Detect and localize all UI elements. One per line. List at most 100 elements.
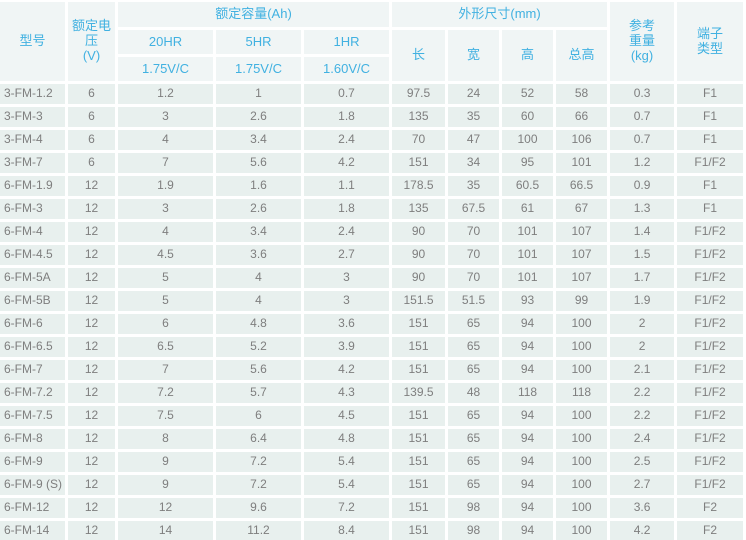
- cell-dim-width: 65: [448, 475, 500, 495]
- cell-dim-length: 151: [392, 153, 446, 173]
- cell-cap-20hr: 1.9: [118, 176, 213, 196]
- header-rated-voltage: 额定电压 (V): [68, 2, 115, 81]
- cell-terminal: F1/F2: [677, 383, 744, 403]
- cell-cap-20hr: 5: [118, 268, 213, 288]
- cell-model: 6-FM-7.2: [0, 383, 65, 403]
- cell-terminal: F1/F2: [677, 475, 744, 495]
- cell-dim-total-height: 66.5: [556, 176, 608, 196]
- cell-dim-length: 151: [392, 429, 446, 449]
- cell-terminal: F1: [677, 130, 744, 150]
- cell-voltage: 12: [68, 199, 115, 219]
- cell-cap-1hr: 8.4: [304, 521, 390, 540]
- cell-terminal: F1/F2: [677, 452, 744, 472]
- cell-cap-20hr: 3: [118, 107, 213, 127]
- cell-terminal: F1/F2: [677, 222, 744, 242]
- cell-dim-total-height: 107: [556, 268, 608, 288]
- cell-dim-length: 151: [392, 498, 446, 518]
- table-row: 3-FM-7 6 7 5.6 4.2 151 34 95 101 1.2 F1/F2: [0, 153, 744, 173]
- header-dim-height: 高: [502, 30, 554, 81]
- cell-model: 6-FM-4.5: [0, 245, 65, 265]
- cell-dim-length: 90: [392, 245, 446, 265]
- cell-cap-1hr: 2.4: [304, 130, 390, 150]
- table-row: 3-FM-3 6 3 2.6 1.8 135 35 60 66 0.7 F1: [0, 107, 744, 127]
- table-row: 6-FM-5B 12 5 4 3 151.5 51.5 93 99 1.9 F1/F2: [0, 291, 744, 311]
- cell-voltage: 6: [68, 84, 115, 104]
- cell-model: 3-FM-3: [0, 107, 65, 127]
- cell-weight: 0.9: [610, 176, 675, 196]
- cell-dim-length: 151: [392, 475, 446, 495]
- cell-voltage: 6: [68, 153, 115, 173]
- cell-dim-height: 94: [502, 429, 554, 449]
- cell-voltage: 12: [68, 245, 115, 265]
- cell-dim-width: 65: [448, 360, 500, 380]
- cell-cap-20hr: 4.5: [118, 245, 213, 265]
- cell-dim-width: 67.5: [448, 199, 500, 219]
- table-row: 3-FM-4 6 4 3.4 2.4 70 47 100 106 0.7 F1: [0, 130, 744, 150]
- cell-cap-20hr: 7: [118, 153, 213, 173]
- cell-model: 6-FM-1.9: [0, 176, 65, 196]
- cell-dim-width: 51.5: [448, 291, 500, 311]
- cell-cap-5hr: 7.2: [216, 475, 301, 495]
- header-group-rated-capacity: 额定容量(Ah): [118, 2, 390, 27]
- cell-cap-20hr: 6: [118, 314, 213, 334]
- cell-dim-width: 65: [448, 337, 500, 357]
- cell-cap-5hr: 5.7: [216, 383, 301, 403]
- cell-voltage: 12: [68, 429, 115, 449]
- cell-weight: 2.2: [610, 406, 675, 426]
- cell-cap-20hr: 4: [118, 222, 213, 242]
- cell-voltage: 12: [68, 314, 115, 334]
- cell-dim-height: 94: [502, 406, 554, 426]
- cell-terminal: F1/F2: [677, 429, 744, 449]
- cell-terminal: F1/F2: [677, 337, 744, 357]
- cell-terminal: F2: [677, 498, 744, 518]
- cell-voltage: 12: [68, 406, 115, 426]
- cell-cap-20hr: 8: [118, 429, 213, 449]
- cell-weight: 2: [610, 337, 675, 357]
- cell-cap-20hr: 4: [118, 130, 213, 150]
- cell-cap-1hr: 1.8: [304, 199, 390, 219]
- header-model: 型号: [0, 2, 65, 81]
- table-row: 6-FM-6 12 6 4.8 3.6 151 65 94 100 2 F1/F2: [0, 314, 744, 334]
- cell-weight: 2.1: [610, 360, 675, 380]
- cell-cap-1hr: 2.4: [304, 222, 390, 242]
- cell-model: 6-FM-3: [0, 199, 65, 219]
- header-cutoff-20hr: 1.75V/C: [118, 57, 213, 81]
- cell-cap-1hr: 4.5: [304, 406, 390, 426]
- cell-dim-length: 151: [392, 406, 446, 426]
- cell-cap-5hr: 7.2: [216, 452, 301, 472]
- cell-dim-length: 151: [392, 521, 446, 540]
- cell-cap-1hr: 4.3: [304, 383, 390, 403]
- cell-dim-total-height: 66: [556, 107, 608, 127]
- cell-model: 6-FM-5A: [0, 268, 65, 288]
- cell-cap-1hr: 3: [304, 268, 390, 288]
- cell-dim-width: 34: [448, 153, 500, 173]
- cell-dim-width: 35: [448, 176, 500, 196]
- cell-dim-total-height: 100: [556, 406, 608, 426]
- cell-dim-length: 151: [392, 360, 446, 380]
- cell-dim-width: 65: [448, 314, 500, 334]
- cell-dim-total-height: 100: [556, 498, 608, 518]
- table-row: 6-FM-7 12 7 5.6 4.2 151 65 94 100 2.1 F1/F2: [0, 360, 744, 380]
- cell-voltage: 12: [68, 452, 115, 472]
- cell-dim-width: 65: [448, 406, 500, 426]
- cell-cap-5hr: 2.6: [216, 199, 301, 219]
- cell-cap-5hr: 3.4: [216, 130, 301, 150]
- cell-cap-5hr: 4: [216, 268, 301, 288]
- cell-weight: 2: [610, 314, 675, 334]
- cell-model: 6-FM-6.5: [0, 337, 65, 357]
- cell-cap-5hr: 11.2: [216, 521, 301, 540]
- table-body: 3-FM-1.2 6 1.2 1 0.7 97.5 24 52 58 0.3 F1 3-FM-3 6 3 2…: [0, 84, 744, 540]
- cell-dim-length: 151: [392, 452, 446, 472]
- cell-terminal: F1/F2: [677, 314, 744, 334]
- cell-dim-width: 70: [448, 245, 500, 265]
- cell-dim-width: 70: [448, 268, 500, 288]
- cell-cap-20hr: 6.5: [118, 337, 213, 357]
- cell-cap-20hr: 3: [118, 199, 213, 219]
- cell-cap-5hr: 2.6: [216, 107, 301, 127]
- cell-cap-20hr: 7: [118, 360, 213, 380]
- cell-terminal: F1/F2: [677, 291, 744, 311]
- cell-cap-1hr: 4.8: [304, 429, 390, 449]
- cell-dim-height: 101: [502, 222, 554, 242]
- cell-cap-20hr: 9: [118, 475, 213, 495]
